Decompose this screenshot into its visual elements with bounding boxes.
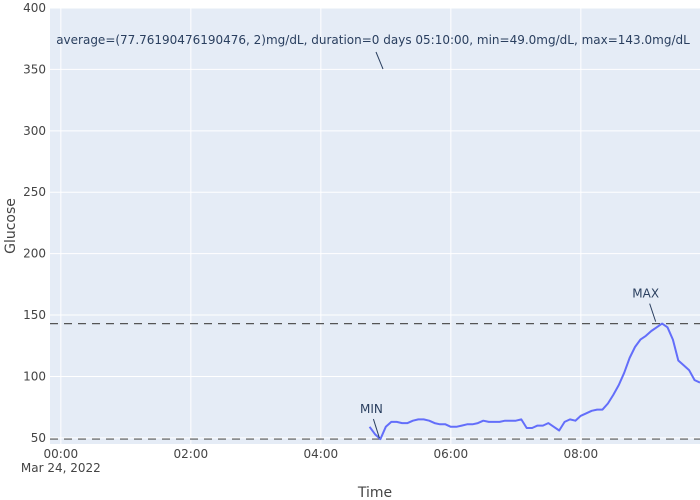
y-tick-label: 100 xyxy=(23,369,46,383)
min-annotation-arrow xyxy=(372,418,380,439)
glucose-series-line xyxy=(368,322,700,441)
x-tick-label: 06:00 xyxy=(434,447,469,461)
reference-lines xyxy=(50,323,700,440)
y-tick-label: 250 xyxy=(23,185,46,199)
y-tick-label: 50 xyxy=(31,431,46,445)
x-tick-label: 08:00 xyxy=(564,447,599,461)
x-tick-sublabel: Mar 24, 2022 xyxy=(21,461,101,475)
y-tick-label: 300 xyxy=(23,124,46,138)
x-tick-label: 00:00 xyxy=(44,447,79,461)
summary-annotation: average=(77.76190476190476, 2)mg/dL, dur… xyxy=(56,33,690,47)
max-annotation-arrow xyxy=(649,303,657,322)
y-axis-ticks: 50 100 150 200 250 300 350 400 xyxy=(23,1,46,445)
y-axis-title: Glucose xyxy=(3,198,19,254)
max-annotation: MAX xyxy=(632,287,659,301)
x-axis-title: Time xyxy=(357,485,392,500)
plot-background xyxy=(50,8,700,444)
y-tick-label: 350 xyxy=(23,62,46,76)
x-tick-label: 02:00 xyxy=(174,447,209,461)
x-tick-label: 04:00 xyxy=(304,447,339,461)
y-tick-label: 400 xyxy=(23,1,46,15)
y-tick-label: 150 xyxy=(23,308,46,322)
min-annotation: MIN xyxy=(360,402,383,416)
y-tick-label: 200 xyxy=(23,247,46,261)
annotations: average=(77.76190476190476, 2)mg/dL, dur… xyxy=(56,33,690,439)
series-layer xyxy=(368,322,700,441)
grid-layer xyxy=(50,7,700,444)
summary-annotation-arrow xyxy=(375,51,384,70)
